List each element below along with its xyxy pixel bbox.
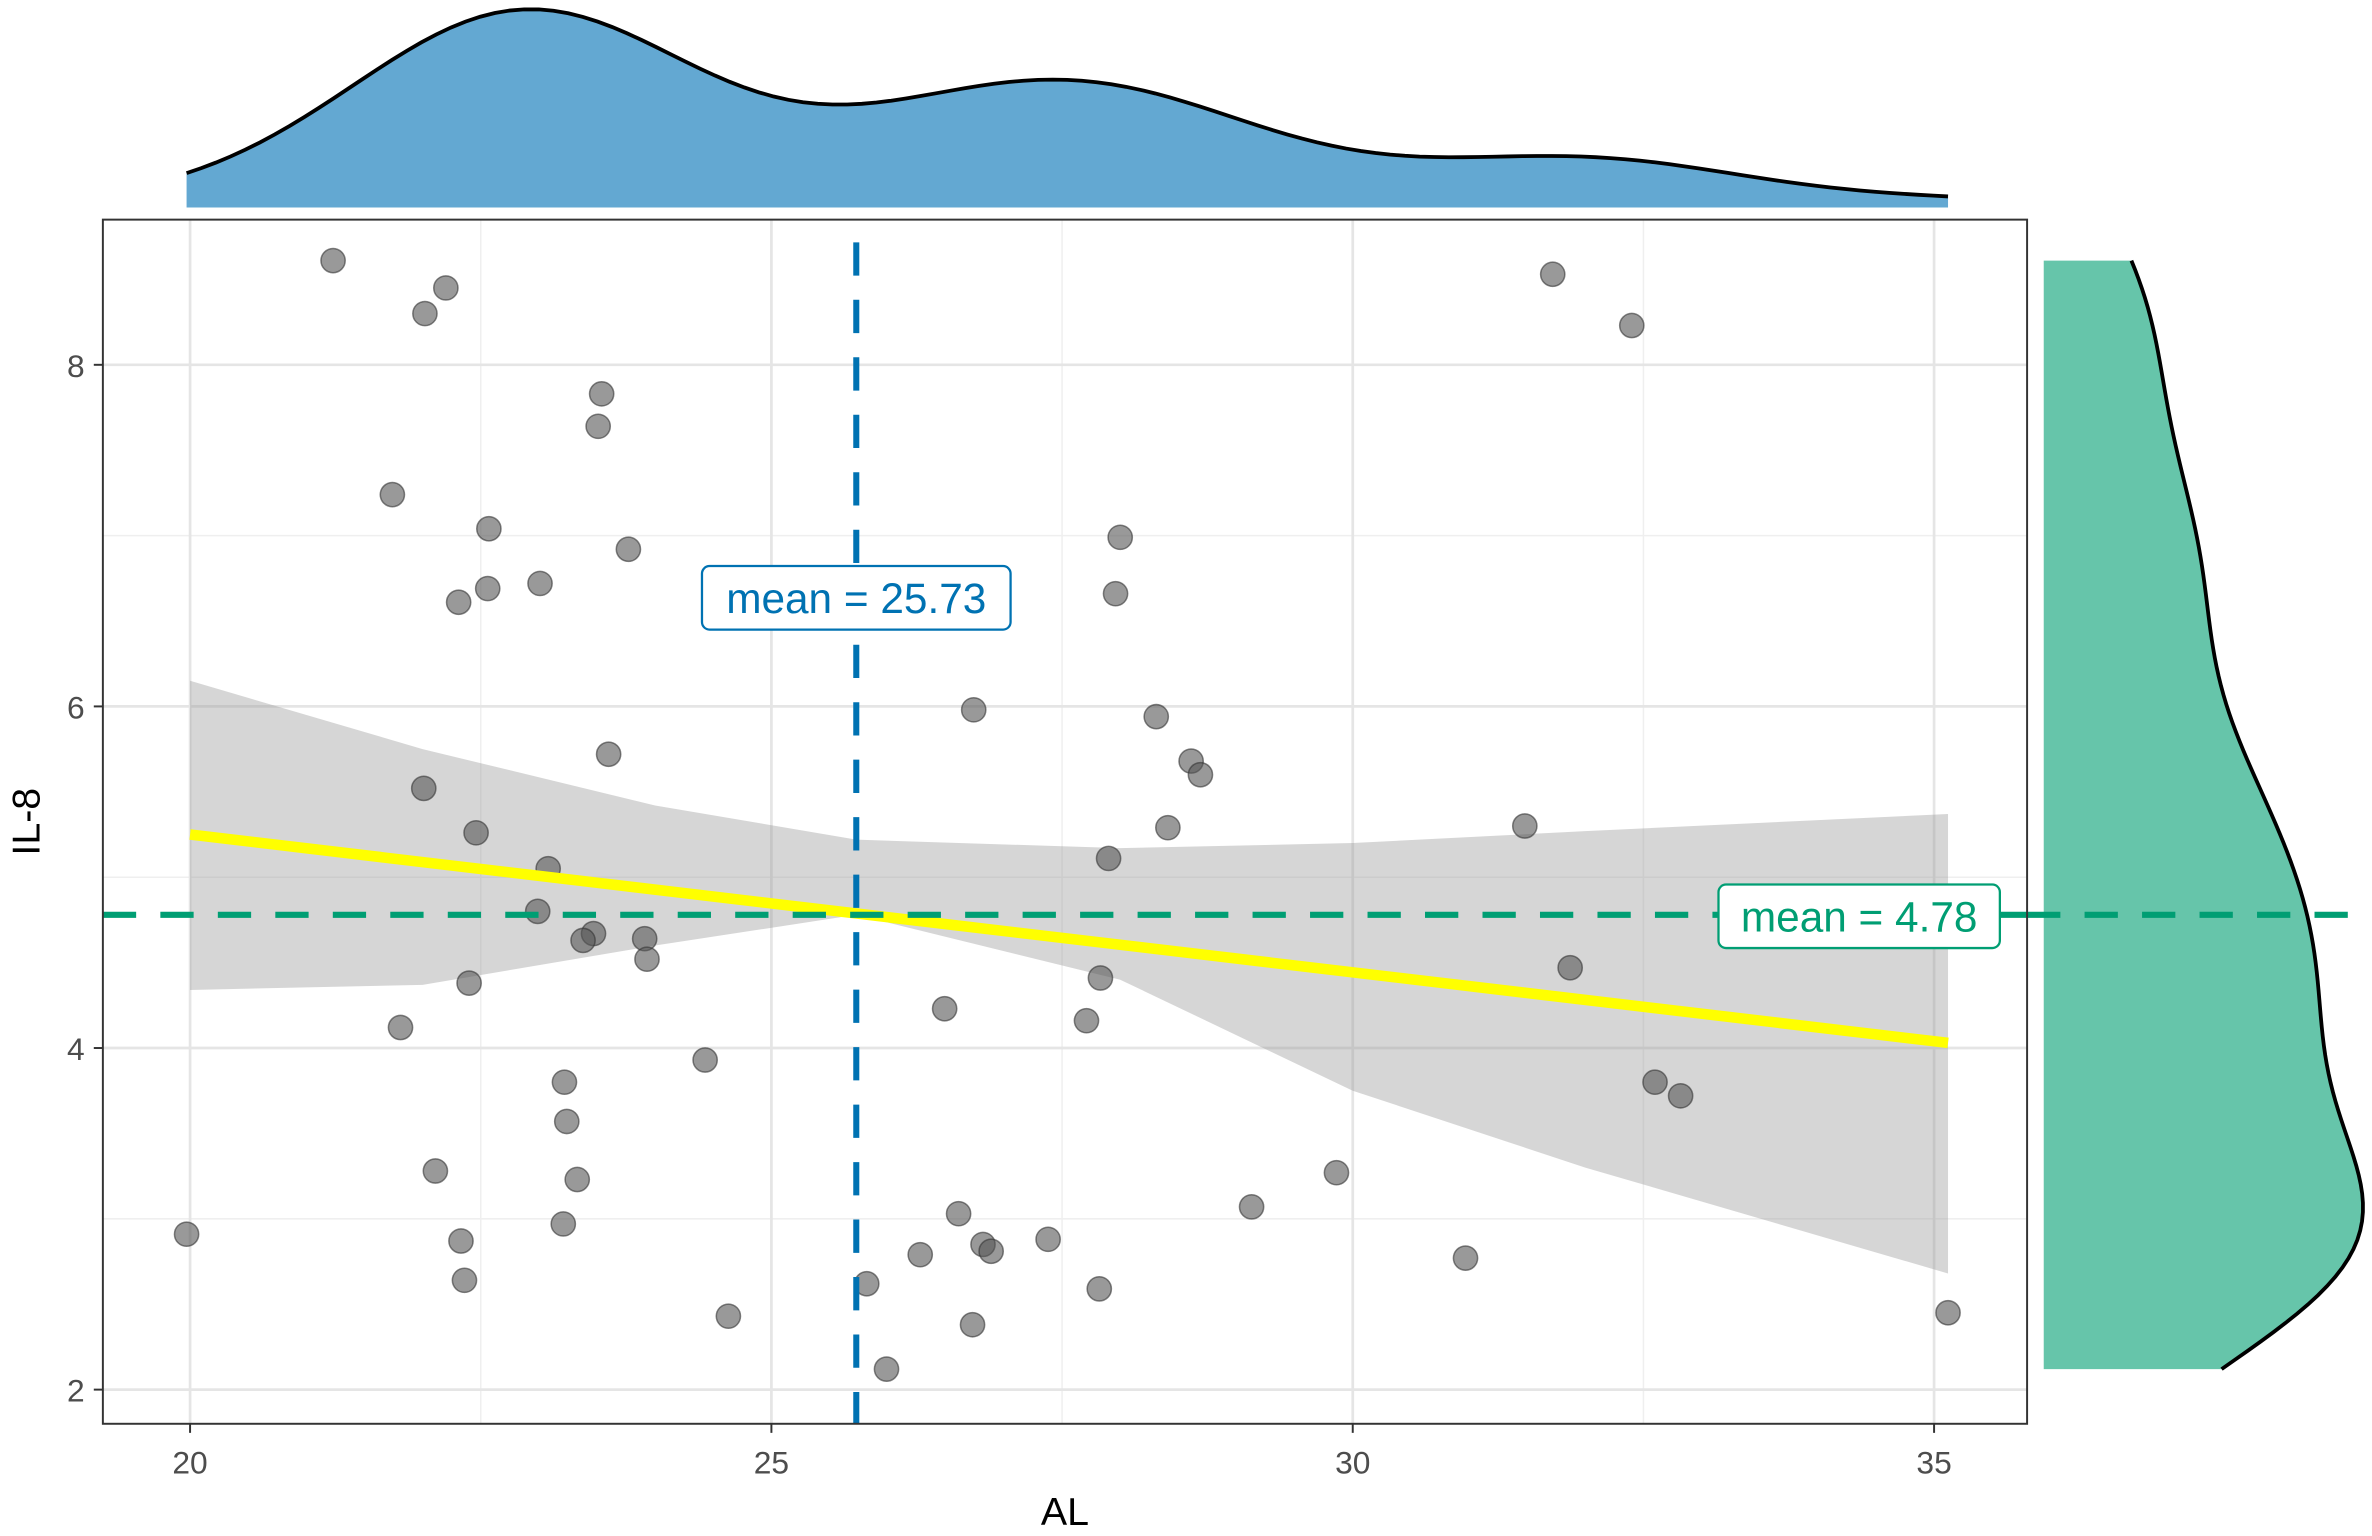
regression-line (189, 829, 1949, 1049)
data-point (1511, 813, 1538, 839)
y-tick-label: 6 (67, 690, 85, 726)
data-point (960, 696, 987, 723)
data-point (387, 1014, 414, 1041)
right-density-area (2043, 260, 2363, 1370)
data-point (422, 1158, 449, 1184)
data-point (615, 536, 642, 563)
grid-lines (102, 219, 2028, 1424)
data-point (456, 970, 482, 996)
data-point (550, 1211, 577, 1237)
data-point (1935, 1299, 1961, 1326)
data-point (463, 819, 489, 846)
data-point (1073, 1007, 1100, 1034)
x-tick-label: 20 (172, 1445, 207, 1481)
data-point (1618, 312, 1645, 339)
data-point (595, 741, 622, 768)
x-tick-label: 30 (1335, 1445, 1370, 1481)
data-point (474, 575, 501, 602)
data-point (379, 481, 406, 508)
mean-y-label-box (1717, 883, 2001, 950)
data-point (588, 380, 615, 407)
data-point (959, 1311, 986, 1338)
top-marginal-density (185, 7, 1949, 208)
data-point (1107, 524, 1134, 551)
data-point (1102, 580, 1129, 607)
data-point (1086, 1275, 1113, 1302)
x-tick-label: 35 (1916, 1445, 1951, 1481)
data-point (412, 300, 438, 327)
data-point (476, 515, 502, 542)
mean-x-label: mean = 25.73 (726, 575, 986, 622)
y-tick-label: 2 (67, 1373, 85, 1409)
axes: 20 25 30 35 2 4 6 8 (67, 348, 1952, 1481)
data-point (1155, 814, 1181, 841)
data-point (1667, 1082, 1694, 1109)
data-point (715, 1303, 742, 1330)
data-points (173, 247, 1961, 1382)
data-point (1642, 1069, 1668, 1096)
data-point (570, 927, 596, 954)
x-tick-label: 25 (754, 1445, 789, 1481)
mean-y-label: mean = 4.78 (1741, 893, 1978, 940)
data-point (1557, 954, 1584, 981)
data-point (564, 1166, 591, 1193)
data-point (553, 1108, 580, 1135)
confidence-band-area (190, 680, 1949, 1274)
data-point (692, 1047, 718, 1073)
data-point (945, 1200, 972, 1227)
data-point (524, 898, 551, 925)
y-tick-label: 4 (67, 1031, 85, 1067)
data-point (873, 1356, 900, 1382)
y-tick-label: 8 (67, 348, 85, 384)
data-point (432, 275, 459, 301)
data-point (1087, 965, 1114, 991)
data-point (410, 775, 437, 802)
data-point (1323, 1159, 1350, 1186)
mean-x-label-box (700, 564, 1012, 631)
top-density-curve (185, 7, 1949, 199)
right-density-curve (2129, 259, 2365, 1371)
data-point (1095, 845, 1122, 872)
data-point (634, 946, 660, 973)
confidence-band (190, 680, 1949, 1274)
data-point (931, 995, 958, 1022)
data-point (451, 1267, 478, 1294)
data-point (551, 1069, 578, 1096)
data-point (1143, 703, 1170, 730)
data-point (907, 1241, 934, 1268)
data-point (320, 247, 346, 274)
x-axis-label: AL (1041, 1490, 1089, 1534)
mean-lines: mean = 25.73 mean = 4.78 (102, 242, 2372, 1424)
data-point (173, 1221, 200, 1248)
plot-border (101, 218, 2029, 1425)
data-point (1187, 761, 1214, 788)
data-point (445, 589, 472, 616)
data-point (1238, 1194, 1265, 1220)
top-density-area (186, 9, 1949, 208)
plot-panel (102, 219, 2028, 1424)
data-point (1452, 1245, 1479, 1271)
data-point (585, 413, 612, 440)
y-axis-label: IL-8 (4, 788, 48, 856)
data-point (1539, 261, 1566, 288)
data-point (448, 1228, 474, 1254)
data-point (1035, 1226, 1061, 1253)
data-point (527, 570, 553, 597)
data-point (978, 1238, 1005, 1265)
regression-line-path (189, 829, 1949, 1049)
right-marginal-density (2043, 259, 2365, 1371)
